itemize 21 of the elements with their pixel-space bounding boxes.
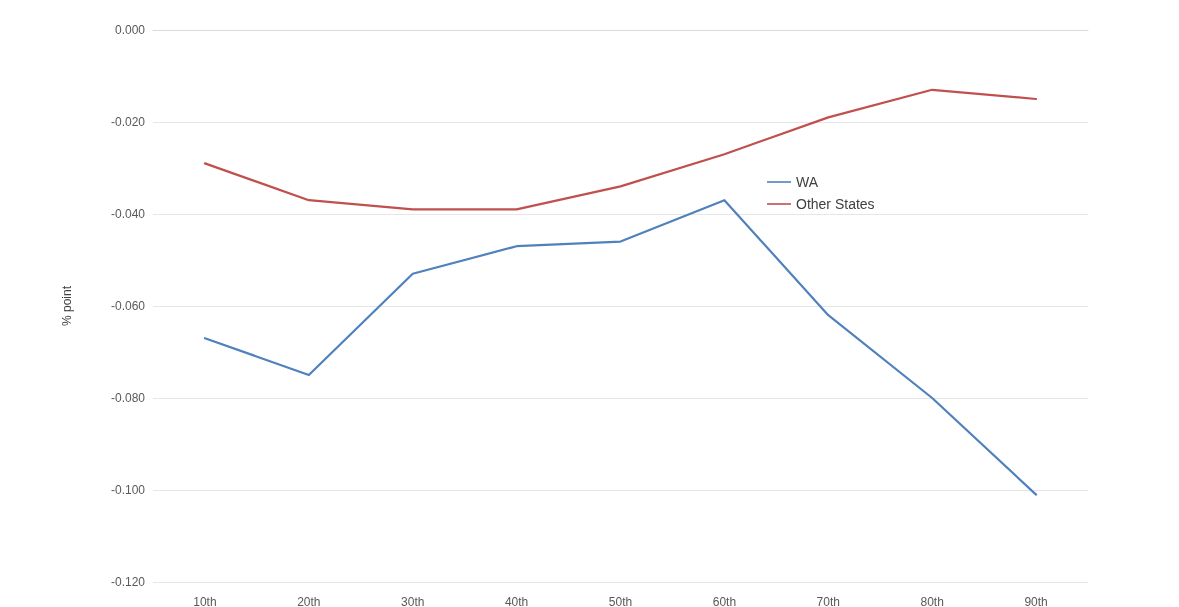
x-tick-label: 10th — [193, 595, 217, 607]
x-tick-label: 40th — [504, 595, 529, 607]
x-tick-label: 80th — [920, 595, 944, 607]
y-tick-label: -0.020 — [110, 115, 146, 129]
legend-label: WA — [796, 174, 819, 190]
y-axis-title: % point — [60, 285, 74, 327]
legend-label: Other States — [796, 196, 875, 212]
y-tick-label: -0.120 — [110, 575, 146, 589]
x-tick-label: 50th — [608, 595, 633, 607]
x-tick-label: 90th — [1024, 595, 1048, 607]
y-tick-label: -0.040 — [110, 207, 146, 221]
y-tick-label: -0.060 — [110, 299, 146, 313]
y-tick-label: -0.080 — [110, 391, 146, 405]
x-tick-label: 70th — [816, 595, 840, 607]
y-tick-label: -0.100 — [110, 483, 146, 497]
line-series — [203, 199, 1038, 496]
x-tick-label: 20th — [297, 595, 321, 607]
x-tick-label: 60th — [712, 595, 737, 607]
line-series — [203, 88, 1038, 211]
x-tick-label: 30th — [401, 595, 425, 607]
y-tick-label: 0.000 — [114, 23, 146, 37]
